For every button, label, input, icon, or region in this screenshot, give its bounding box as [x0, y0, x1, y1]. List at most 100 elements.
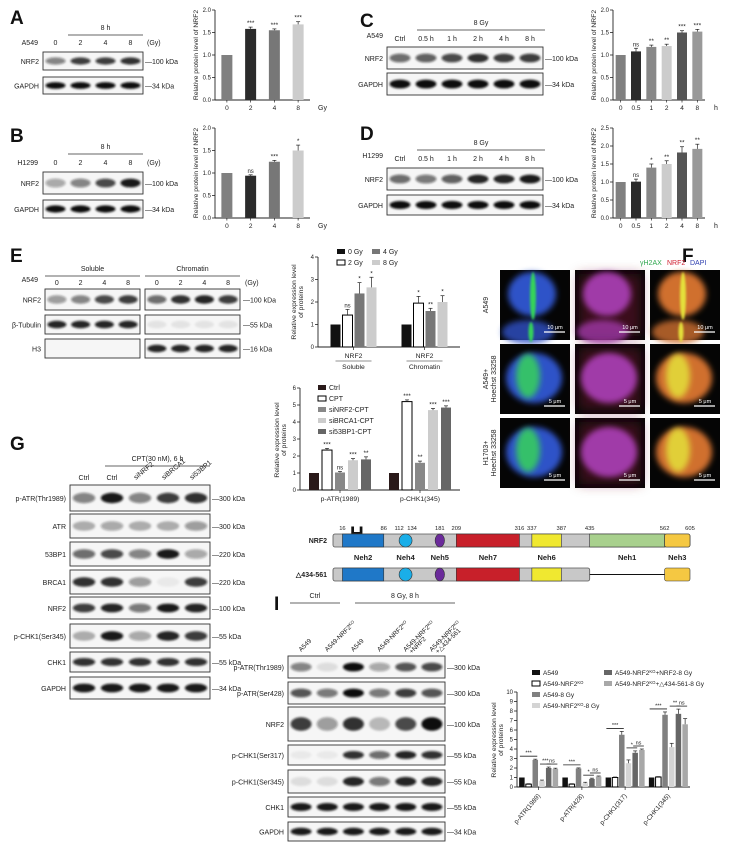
- micrograph: 5 μm: [650, 418, 720, 488]
- lane-label: 0: [55, 280, 59, 287]
- protein-label: p-CHK1(Ser317): [232, 753, 284, 760]
- domain-Neh2: [342, 567, 385, 582]
- protein-band: [421, 717, 443, 731]
- protein-band: [342, 688, 364, 698]
- protein-band: [493, 79, 515, 89]
- significance-label: ***: [349, 452, 357, 459]
- x-tick-label: 2: [665, 105, 669, 112]
- bar: [413, 302, 424, 348]
- blot-row: NRF2 —100 kDa: [23, 288, 276, 311]
- protein-band: [128, 549, 152, 559]
- blot-membrane: [386, 46, 544, 70]
- x-tick-label: 8: [296, 223, 300, 230]
- protein-band: [519, 53, 541, 63]
- protein-band: [184, 521, 208, 531]
- protein-band: [316, 751, 338, 759]
- significance-label: ***: [271, 153, 279, 160]
- size-marker: —300 kDa: [447, 691, 480, 698]
- protein-band: [389, 174, 411, 184]
- blot-row: NRF2 —100 kDa: [365, 46, 578, 70]
- y-tick-label: 1: [510, 776, 514, 782]
- protein-band: [395, 717, 417, 731]
- size-marker: —55 kDa: [212, 634, 241, 641]
- bar-0: [615, 182, 626, 218]
- protein-label: CHK1: [47, 660, 66, 667]
- protein-band: [441, 79, 463, 89]
- protein-band: [421, 803, 443, 811]
- protein-label: NRF2: [266, 722, 284, 729]
- protein-band: [316, 776, 338, 787]
- legend-swatch: [372, 260, 380, 265]
- blot-row: ATR —300 kDa: [53, 513, 245, 539]
- y-tick-label: 2.0: [203, 126, 212, 132]
- nucleus: [502, 320, 554, 344]
- protein-band: [316, 662, 338, 672]
- protein-band: [70, 205, 91, 213]
- dna-damage-stripe: [680, 272, 686, 320]
- bar-2: [245, 175, 257, 218]
- protein-label: NRF2: [48, 606, 66, 613]
- domain-Neh6: [531, 567, 562, 582]
- protein-label: GAPDH: [14, 84, 39, 91]
- scale-bar-label: 10 μm: [622, 325, 638, 331]
- legend-swatch: [532, 692, 540, 697]
- domain-Neh4: [398, 533, 413, 548]
- x-tick-label: 4: [680, 223, 684, 230]
- blot-membrane: [42, 171, 144, 195]
- protein-band: [100, 492, 124, 504]
- lane-label: 0.5 h: [418, 156, 434, 163]
- protein-band: [120, 205, 141, 213]
- bar: [655, 776, 662, 788]
- protein-band: [156, 603, 180, 613]
- bar: [552, 768, 559, 787]
- bar: [575, 768, 582, 787]
- protein-band: [171, 320, 191, 329]
- protein-band: [369, 751, 391, 759]
- x-tick-label: 2: [249, 105, 253, 112]
- bar: [425, 311, 436, 347]
- scale-bar-label: 10 μm: [547, 325, 563, 331]
- residue-position-label: 112: [394, 526, 403, 532]
- blot-header: 8 Gy: [474, 140, 489, 147]
- bar: [589, 778, 595, 787]
- bar: [366, 287, 377, 347]
- lane-label: 4: [102, 280, 106, 287]
- x-tick-label: 0: [225, 105, 229, 112]
- lane-label: 4 h: [499, 36, 509, 43]
- lane-label: 8 h: [525, 36, 535, 43]
- protein-band: [290, 688, 312, 698]
- bar-0: [615, 55, 626, 100]
- size-marker: —300 kDa: [212, 496, 245, 503]
- protein-band: [128, 603, 152, 613]
- lane-label: 2 h: [473, 156, 483, 163]
- significance-label: ***: [403, 393, 411, 400]
- lane-label: 0: [54, 40, 58, 47]
- x-tick-label: 0.5: [631, 223, 640, 230]
- domain-name: Neh2: [354, 553, 372, 562]
- bar: [519, 777, 525, 787]
- significance-label: ***: [569, 759, 576, 765]
- bar: [532, 759, 539, 787]
- blot-row: p-ATR(Thr1989) —300 kDa: [234, 655, 480, 679]
- micrograph: 10 μm: [650, 270, 720, 344]
- y-tick-label: 2.0: [203, 8, 212, 14]
- x-tick-label: 2: [249, 223, 253, 230]
- y-tick-label: 8: [510, 709, 514, 715]
- legend-swatch: [317, 395, 327, 402]
- size-marker: —55 kDa: [243, 323, 272, 330]
- significance-label: **: [673, 701, 678, 707]
- protein-band: [171, 344, 191, 353]
- protein-band: [45, 178, 66, 188]
- legend-swatch: [531, 680, 541, 687]
- micrograph: 5 μm: [650, 344, 720, 414]
- protein-band: [421, 776, 443, 787]
- protein-band: [100, 521, 124, 531]
- label-suffix: -8 Gy: [583, 703, 600, 710]
- scale-bar-label: 5 μm: [624, 473, 637, 479]
- y-tick-label: 9: [510, 700, 514, 706]
- lane-label: 8: [129, 40, 133, 47]
- y-tick-label: 0.0: [203, 98, 212, 104]
- legend-swatch: [337, 249, 345, 254]
